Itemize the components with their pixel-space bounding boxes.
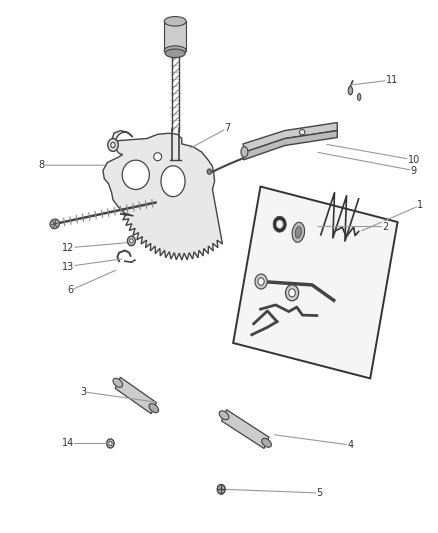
Text: 10: 10 <box>408 155 420 165</box>
Ellipse shape <box>164 46 186 55</box>
Text: 9: 9 <box>411 166 417 175</box>
Ellipse shape <box>108 139 118 151</box>
Ellipse shape <box>357 94 361 100</box>
Text: 4: 4 <box>347 440 353 450</box>
Ellipse shape <box>217 484 225 494</box>
Ellipse shape <box>241 147 248 157</box>
Ellipse shape <box>122 160 149 189</box>
Polygon shape <box>243 123 337 152</box>
Ellipse shape <box>207 169 212 174</box>
Ellipse shape <box>127 236 135 246</box>
Ellipse shape <box>165 49 185 58</box>
Text: 7: 7 <box>225 123 231 133</box>
Ellipse shape <box>164 17 186 26</box>
Ellipse shape <box>107 439 114 448</box>
Ellipse shape <box>130 239 133 243</box>
Ellipse shape <box>111 142 115 148</box>
Ellipse shape <box>289 289 295 297</box>
Ellipse shape <box>261 438 272 447</box>
Text: 12: 12 <box>62 243 74 253</box>
Polygon shape <box>115 377 156 414</box>
Text: 1: 1 <box>417 200 424 210</box>
Text: 3: 3 <box>80 387 86 397</box>
Ellipse shape <box>348 86 353 95</box>
Ellipse shape <box>149 403 159 413</box>
Text: 14: 14 <box>62 439 74 448</box>
Ellipse shape <box>258 278 264 285</box>
Text: 13: 13 <box>62 262 74 271</box>
Text: 11: 11 <box>386 75 398 85</box>
Polygon shape <box>233 187 398 378</box>
Polygon shape <box>244 131 337 160</box>
Ellipse shape <box>300 130 305 135</box>
Ellipse shape <box>273 216 286 232</box>
Ellipse shape <box>50 219 60 229</box>
Ellipse shape <box>276 220 283 229</box>
Text: 2: 2 <box>382 222 389 231</box>
Ellipse shape <box>292 222 304 243</box>
Text: 6: 6 <box>67 286 73 295</box>
Ellipse shape <box>109 441 112 446</box>
Ellipse shape <box>113 378 123 387</box>
Ellipse shape <box>219 411 229 420</box>
Ellipse shape <box>295 227 301 238</box>
Polygon shape <box>103 131 223 260</box>
Ellipse shape <box>161 166 185 197</box>
Polygon shape <box>222 410 269 448</box>
Ellipse shape <box>154 152 162 161</box>
Text: 8: 8 <box>39 160 45 170</box>
Ellipse shape <box>286 285 299 301</box>
Text: 5: 5 <box>317 488 323 498</box>
Ellipse shape <box>255 274 267 289</box>
Polygon shape <box>164 21 186 51</box>
